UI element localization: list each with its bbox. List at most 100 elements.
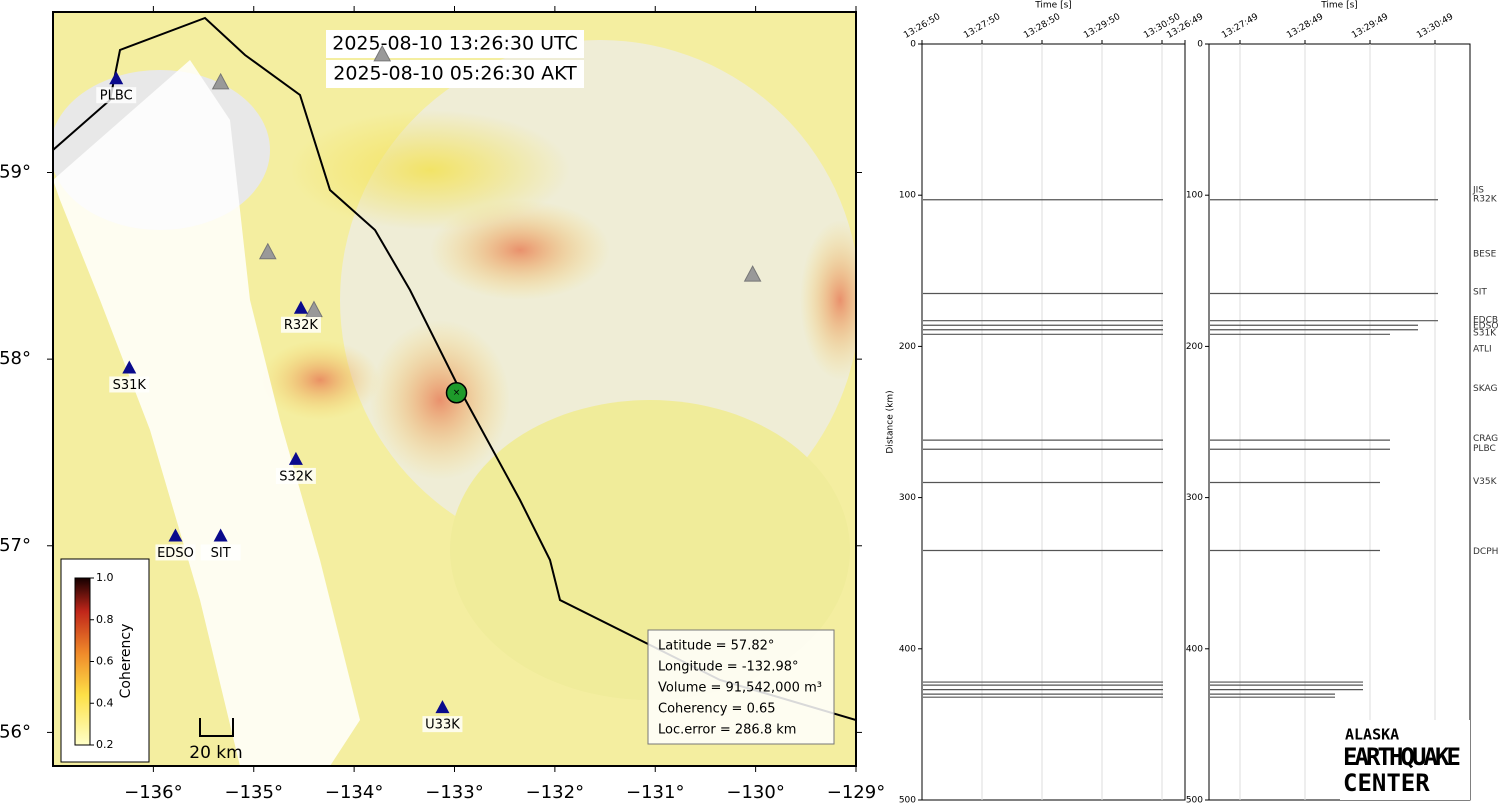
station-label: CRAG xyxy=(1473,434,1498,444)
x-tick-label: −130° xyxy=(726,782,784,803)
x-tick-label: 13:29:49 xyxy=(1350,12,1390,41)
inactive-station xyxy=(258,242,277,260)
y-tick-label: 59° xyxy=(0,162,31,183)
station xyxy=(122,360,137,374)
station-label: EDSO xyxy=(1473,321,1498,331)
heat xyxy=(370,320,510,480)
y-tick-label: 200 xyxy=(899,342,916,352)
station-label: SIT xyxy=(211,546,231,561)
station-label: SKAG xyxy=(1473,384,1497,394)
station-label-bg xyxy=(155,544,196,561)
station xyxy=(435,700,450,714)
station-label: S31K xyxy=(113,378,147,393)
info-line: Coherency = 0.65 xyxy=(658,702,776,717)
timestamp: 2025-08-10 05:26:30 AKT xyxy=(333,63,577,85)
station-label: S32K xyxy=(279,469,313,484)
station xyxy=(288,451,303,465)
station-label: BESE xyxy=(1473,250,1497,260)
y-tick-label: 500 xyxy=(1186,796,1203,806)
x-tick-label: −131° xyxy=(626,782,684,803)
info-line: Latitude = 57.82° xyxy=(658,639,774,654)
inactive-station xyxy=(373,44,392,62)
station-label-bg xyxy=(109,376,150,393)
station-label: R32K xyxy=(1473,195,1498,205)
scale-label: 20 km xyxy=(189,743,242,763)
border xyxy=(53,16,856,721)
station-label: V35K xyxy=(1473,477,1498,487)
station-label: U33K xyxy=(425,718,460,733)
x-tick-label: 13:27:50 xyxy=(962,12,1002,41)
station-label: R32K xyxy=(284,318,319,333)
colorbar-tick-label: 0.6 xyxy=(96,655,114,668)
logo: ALASKA xyxy=(1345,726,1399,744)
station-label: ATLI xyxy=(1473,344,1492,354)
x-tick-label: 13:28:49 xyxy=(1285,12,1325,41)
colorbar-tick-label: 0.8 xyxy=(96,613,114,626)
info-box xyxy=(647,629,835,745)
inactive-station xyxy=(211,72,230,90)
y-tick-label: 300 xyxy=(1186,493,1203,503)
station-label-bg xyxy=(96,87,137,104)
station-label: JIS xyxy=(1472,186,1484,196)
x-tick-label: −134° xyxy=(325,782,383,803)
station-label: S31K xyxy=(1473,328,1497,338)
inactive-station xyxy=(305,300,323,318)
colorbar-tick-label: 0.4 xyxy=(96,696,114,709)
logo: CENTER xyxy=(1343,769,1430,797)
x-tick-label: 13:26:50 xyxy=(902,12,942,41)
x-tick-label: −135° xyxy=(225,782,283,803)
x-tick-label: −133° xyxy=(425,782,483,803)
station-label: DCPH xyxy=(1473,547,1498,557)
plot-frame xyxy=(1208,43,1471,801)
water xyxy=(53,60,360,766)
event-center: × xyxy=(453,388,461,398)
info-line: Loc.error = 286.8 km xyxy=(658,723,796,738)
y-tick-label: 100 xyxy=(899,191,916,201)
inactive-station xyxy=(743,265,762,282)
heat xyxy=(800,220,856,380)
y-tick-label: 56° xyxy=(0,721,31,742)
station-label: SIT xyxy=(1473,287,1487,297)
x-tick-label: 13:28:50 xyxy=(1022,12,1062,41)
heat xyxy=(260,340,380,420)
y-tick-label: 0 xyxy=(1197,40,1203,50)
y-tick-label: 200 xyxy=(1186,342,1203,352)
colorbar-tick-label: 0.2 xyxy=(96,738,114,751)
colorbar-label: Coherency xyxy=(118,624,134,699)
terrain xyxy=(450,400,850,700)
x-tick-label: −136° xyxy=(124,782,182,803)
colorbar xyxy=(74,577,91,746)
y-tick-label: 100 xyxy=(1186,191,1203,201)
colorbar-tick-label: 1.0 xyxy=(96,571,114,584)
station-label: EDCB xyxy=(1473,315,1498,325)
station-label-bg xyxy=(422,716,463,733)
station-label-bg xyxy=(200,544,241,561)
x-axis-label: Time [s] xyxy=(1034,1,1072,11)
station-label: EDSO xyxy=(157,546,194,561)
y-tick-label: 500 xyxy=(899,796,916,806)
map-background xyxy=(53,12,856,766)
x-axis-label: Time [s] xyxy=(1320,1,1358,11)
timestamp-bg xyxy=(326,30,584,58)
station xyxy=(168,528,183,542)
info-line: Longitude = -132.98° xyxy=(658,660,799,675)
timestamp: 2025-08-10 13:26:30 UTC xyxy=(332,33,578,55)
y-tick-label: 400 xyxy=(899,644,916,654)
x-tick-label: 13:29:50 xyxy=(1082,12,1122,41)
logo: EARTHQUAKE xyxy=(1343,743,1461,771)
station xyxy=(293,300,308,314)
heat xyxy=(290,110,570,230)
x-tick-label: 13:27:49 xyxy=(1220,12,1260,41)
x-tick-label: −129° xyxy=(827,782,885,803)
y-tick-label: 58° xyxy=(0,348,31,369)
scale-bar xyxy=(199,718,234,737)
station-label-bg xyxy=(280,316,321,333)
timestamp-bg xyxy=(326,60,584,88)
event xyxy=(445,381,468,404)
y-tick-label: 300 xyxy=(899,493,916,503)
x-tick-label: −132° xyxy=(526,782,584,803)
station-label: PLBC xyxy=(100,89,133,104)
y-tick-label: 0 xyxy=(910,40,916,50)
logo-bg xyxy=(1340,720,1470,800)
